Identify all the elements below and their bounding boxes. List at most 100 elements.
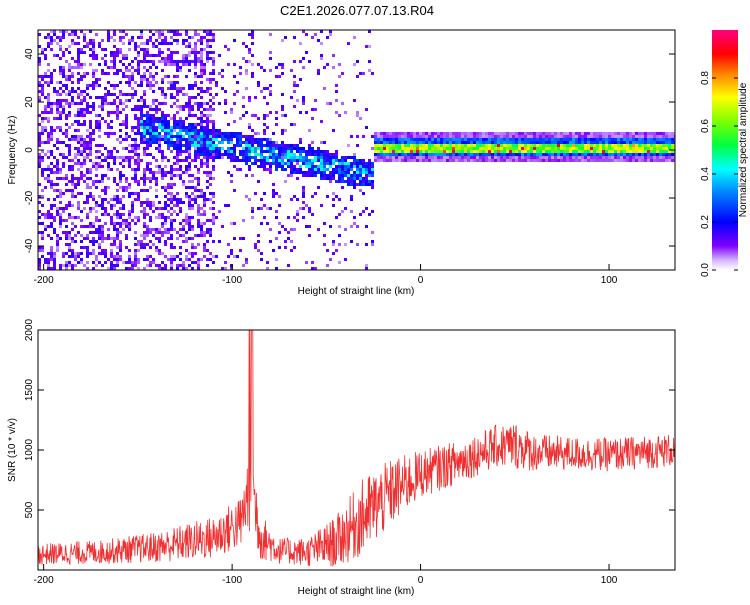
heatmap-cell xyxy=(197,123,200,126)
heatmap-cell xyxy=(464,147,467,150)
heatmap-cell xyxy=(119,246,122,249)
heatmap-cell xyxy=(350,198,353,201)
heatmap-cell xyxy=(245,162,248,165)
heatmap-cell xyxy=(170,195,173,198)
heatmap-cell xyxy=(41,237,44,240)
heatmap-cell xyxy=(203,126,206,129)
heatmap-cell xyxy=(173,129,176,132)
heatmap-cell xyxy=(470,147,473,150)
heatmap-cell xyxy=(185,30,188,33)
heatmap-cell xyxy=(161,213,164,216)
heatmap-cell xyxy=(200,150,203,153)
heatmap-cell xyxy=(194,138,197,141)
heatmap-cell xyxy=(155,159,158,162)
heatmap-cell xyxy=(143,267,146,270)
heatmap-cell xyxy=(101,153,104,156)
heatmap-cell xyxy=(188,174,191,177)
heatmap-cell xyxy=(137,72,140,75)
heatmap-cells xyxy=(38,30,675,270)
heatmap-cell xyxy=(266,126,269,129)
heatmap-cell xyxy=(140,114,143,117)
heatmap-cell xyxy=(269,168,272,171)
heatmap-cell xyxy=(332,243,335,246)
heatmap-cell xyxy=(629,144,632,147)
heatmap-cell xyxy=(134,69,137,72)
heatmap-cell xyxy=(47,111,50,114)
heatmap-cell xyxy=(173,120,176,123)
heatmap-cell xyxy=(137,183,140,186)
x-tick-label: 100 xyxy=(601,275,618,286)
heatmap-cell xyxy=(458,153,461,156)
heatmap-cell xyxy=(131,39,134,42)
heatmap-cell xyxy=(335,111,338,114)
heatmap-cell xyxy=(650,156,653,159)
heatmap-cell xyxy=(260,159,263,162)
heatmap-cell xyxy=(92,222,95,225)
heatmap-cell xyxy=(521,141,524,144)
heatmap-cell xyxy=(656,159,659,162)
heatmap-cell xyxy=(188,195,191,198)
heatmap-cell xyxy=(317,168,320,171)
heatmap-cell xyxy=(299,138,302,141)
heatmap-cell xyxy=(101,198,104,201)
heatmap-cell xyxy=(350,183,353,186)
heatmap-cell xyxy=(347,168,350,171)
heatmap-cell xyxy=(119,81,122,84)
heatmap-cell xyxy=(536,159,539,162)
heatmap-cell xyxy=(164,174,167,177)
heatmap-cell xyxy=(509,138,512,141)
heatmap-cell xyxy=(227,171,230,174)
heatmap-cell xyxy=(374,153,377,156)
heatmap-cell xyxy=(215,135,218,138)
heatmap-cell xyxy=(59,117,62,120)
heatmap-cell xyxy=(431,144,434,147)
heatmap-cell xyxy=(335,249,338,252)
heatmap-cell xyxy=(266,141,269,144)
heatmap-cell xyxy=(194,102,197,105)
heatmap-cell xyxy=(338,171,341,174)
heatmap-cell xyxy=(482,159,485,162)
heatmap-cell xyxy=(113,243,116,246)
heatmap-cell xyxy=(263,117,266,120)
heatmap-cell xyxy=(92,207,95,210)
heatmap-cell xyxy=(149,219,152,222)
heatmap-cell xyxy=(101,72,104,75)
heatmap-cell xyxy=(200,69,203,72)
heatmap-cell xyxy=(101,144,104,147)
heatmap-cell xyxy=(392,156,395,159)
heatmap-cell xyxy=(50,186,53,189)
heatmap-cell xyxy=(320,54,323,57)
heatmap-cell xyxy=(113,258,116,261)
heatmap-cell xyxy=(404,141,407,144)
heatmap-cell xyxy=(191,108,194,111)
heatmap-cell xyxy=(119,177,122,180)
heatmap-cell xyxy=(302,150,305,153)
heatmap-cell xyxy=(356,114,359,117)
heatmap-cell xyxy=(251,129,254,132)
heatmap-cell xyxy=(203,249,206,252)
heatmap-cell xyxy=(260,150,263,153)
heatmap-cell xyxy=(74,102,77,105)
heatmap-cell xyxy=(212,132,215,135)
heatmap-cell xyxy=(74,195,77,198)
heatmap-cell xyxy=(230,108,233,111)
heatmap-cell xyxy=(86,267,89,270)
heatmap-cell xyxy=(242,114,245,117)
heatmap-cell xyxy=(638,141,641,144)
heatmap-cell xyxy=(545,150,548,153)
heatmap-cell xyxy=(137,84,140,87)
heatmap-cell xyxy=(116,105,119,108)
heatmap-cell xyxy=(533,132,536,135)
heatmap-cell xyxy=(38,258,41,261)
heatmap-cell xyxy=(356,75,359,78)
heatmap-cell xyxy=(407,153,410,156)
heatmap-cell xyxy=(194,57,197,60)
heatmap-cell xyxy=(170,222,173,225)
heatmap-cell xyxy=(47,93,50,96)
heatmap-cell xyxy=(59,36,62,39)
heatmap-cell xyxy=(353,174,356,177)
heatmap-cell xyxy=(629,153,632,156)
heatmap-cell xyxy=(116,51,119,54)
heatmap-cell xyxy=(257,240,260,243)
heatmap-cell xyxy=(566,150,569,153)
